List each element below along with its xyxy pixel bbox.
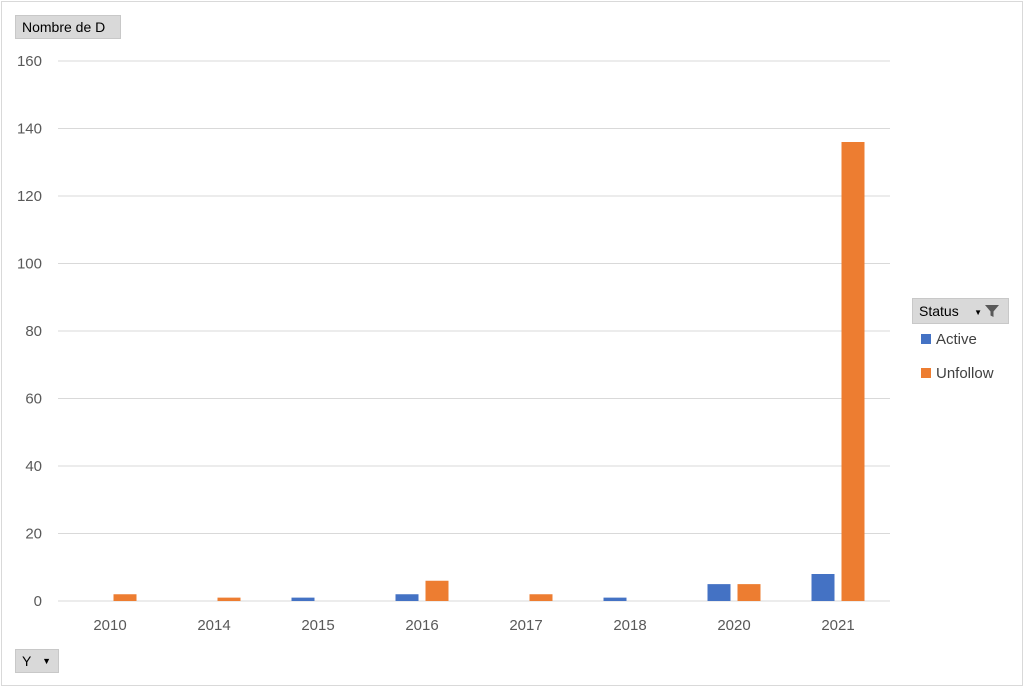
y-tick-label: 160 [17,53,42,70]
axis-field-label: Y [22,653,32,669]
y-tick-label: 80 [25,323,42,340]
bar-active-2015[interactable] [291,597,315,601]
gridlines [58,60,890,602]
y-tick-label: 40 [25,458,42,475]
bar-active-2020[interactable] [707,584,731,601]
legend-field-button[interactable]: Status ▼ [912,298,1009,324]
legend-swatch-unfollow [921,368,931,378]
bar-unfollow-2017[interactable] [529,594,553,601]
bar-unfollow-2021[interactable] [841,142,865,601]
y-tick-label: 140 [17,121,42,138]
value-field-label: Nombre de D [22,19,106,35]
bar-active-2021[interactable] [811,574,835,601]
chevron-down-icon: ▼ [42,656,51,666]
legend-swatch-active [921,334,931,344]
legend-label-unfollow: Unfollow [936,365,994,382]
y-tick-label: 0 [34,593,42,610]
bar-unfollow-2010[interactable] [113,594,137,601]
bar-unfollow-2020[interactable] [737,584,761,601]
bar-active-2018[interactable] [603,597,627,601]
x-tick-label: 2017 [509,617,542,634]
bar-unfollow-2014[interactable] [217,597,241,601]
y-tick-label: 60 [25,391,42,408]
x-axis-ticks: 2010 2014 2015 2016 2017 2018 2020 2021 [93,617,854,634]
legend-field-label: Status [919,303,959,319]
x-tick-label: 2018 [613,617,646,634]
legend-item-unfollow[interactable]: Unfollow [921,364,994,384]
legend-item-active[interactable]: Active [921,330,977,350]
x-tick-label: 2010 [93,617,126,634]
x-tick-label: 2015 [301,617,334,634]
y-tick-label: 20 [25,526,42,543]
chevron-down-icon: ▼ [974,308,982,317]
bars [113,142,865,601]
legend-label-active: Active [936,331,977,348]
y-tick-label: 100 [17,256,42,273]
x-tick-label: 2020 [717,617,750,634]
filter-icon [985,305,999,317]
x-tick-label: 2016 [405,617,438,634]
bar-active-2016[interactable] [395,594,419,601]
axis-field-button[interactable]: Y ▼ [15,649,59,673]
value-field-button[interactable]: Nombre de D [15,15,121,39]
y-tick-label: 120 [17,188,42,205]
y-axis-ticks: 0 20 40 60 80 100 120 140 160 [17,53,42,610]
x-tick-label: 2021 [821,617,854,634]
x-tick-label: 2014 [197,617,230,634]
bar-unfollow-2016[interactable] [425,580,449,601]
